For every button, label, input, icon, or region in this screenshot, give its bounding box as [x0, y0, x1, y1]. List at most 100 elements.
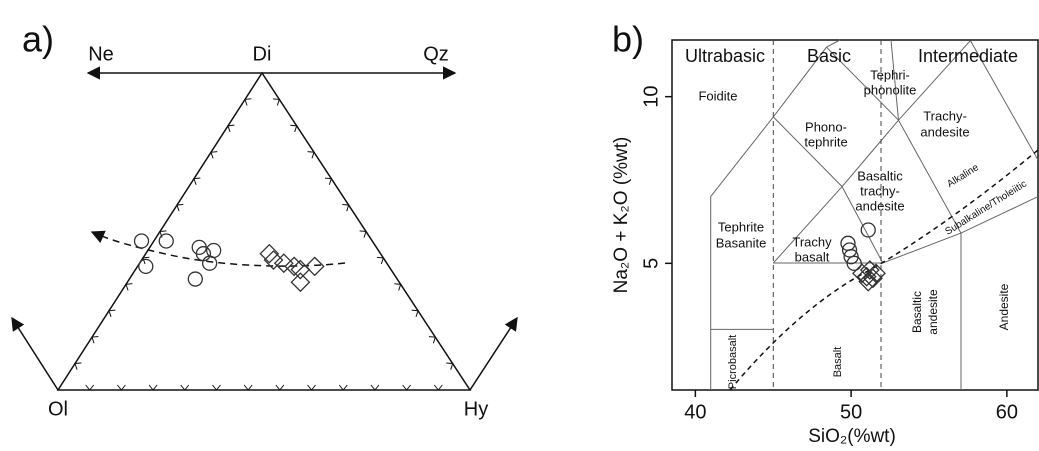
edge-arrowhead — [210, 151, 218, 159]
edge-arrowhead — [91, 336, 99, 344]
field-header: Ultrabasic — [685, 46, 765, 66]
edge-arrowheads — [74, 98, 454, 391]
edge-arrowhead — [275, 384, 285, 391]
circle-point — [187, 271, 203, 287]
panel-title: a) — [22, 19, 54, 60]
plot-frame — [671, 39, 1039, 391]
diamond-point — [259, 243, 280, 264]
field-header: Intermediate — [918, 46, 1018, 66]
field-label: Picrobasalt — [727, 335, 739, 389]
edge-arrowhead — [193, 177, 201, 185]
edge-arrowhead — [148, 384, 158, 391]
edge-arrowhead — [116, 384, 126, 391]
edge-arrowhead — [446, 362, 454, 370]
panel-b: b) Ultrabasic Basic Intermediate Foidite… — [611, 19, 1039, 447]
edge-arrowhead — [272, 98, 281, 106]
apex-label: Ne — [88, 43, 114, 65]
edge-arrowhead — [324, 177, 333, 185]
diamond-point — [858, 271, 879, 292]
field-label: Phono- — [805, 119, 847, 134]
field-label: phonolite — [864, 82, 917, 97]
ternary-triangle — [56, 71, 472, 391]
diamond-point — [856, 266, 877, 287]
edge-arrowhead — [338, 384, 348, 391]
diamond-point — [263, 250, 284, 270]
tas-axes: 40 50 60 5 10 — [640, 86, 1018, 424]
diamond-point — [304, 256, 325, 277]
circle-point — [843, 249, 859, 265]
field-label: Foidite — [698, 88, 737, 103]
y-tick-label: 5 — [640, 258, 662, 269]
edge-arrowhead — [411, 309, 419, 317]
panel-title: b) — [612, 19, 644, 60]
series-label: Subalkaline/Tholeiitic — [943, 179, 1029, 238]
series-label: Alkaline — [945, 162, 981, 190]
field-label: Trachy- — [923, 108, 967, 123]
edge-arrowhead — [85, 384, 95, 391]
edge-arrowhead — [359, 230, 367, 238]
x-axis-title: SiO₂(%wt) — [808, 426, 896, 447]
field-label: andesite — [855, 198, 904, 213]
diamond-point — [859, 260, 880, 280]
field-label: Trachy — [792, 234, 832, 249]
field-label: tephrite — [804, 134, 847, 149]
y-axis-title: Na₂O + K₂O (%wt) — [611, 137, 632, 294]
circle-point — [158, 233, 174, 249]
diamond-point — [862, 268, 883, 289]
y-tick-label: 10 — [640, 86, 662, 108]
edge-arrowhead — [74, 362, 82, 370]
x-tick-label: 50 — [840, 401, 862, 423]
edge-arrowhead — [180, 384, 190, 391]
apex-label: Di — [253, 43, 272, 65]
diamond-point — [852, 263, 872, 284]
field-label: Basanite — [716, 235, 767, 250]
edge-arrowhead — [370, 384, 380, 391]
field-label: basalt — [795, 249, 830, 264]
edge-arrowhead — [244, 98, 252, 106]
circle-point — [133, 233, 150, 249]
circle-point — [206, 242, 222, 259]
diamond-point — [290, 272, 311, 293]
panel-a: a) Ne Di Qz Ol Hy — [11, 19, 518, 420]
x-tick-label: 40 — [684, 401, 706, 423]
circle-point — [860, 222, 876, 238]
ternary-points — [133, 233, 325, 293]
hy-arrow — [469, 316, 518, 391]
trend-curve — [90, 230, 346, 267]
field-label: Basalt — [832, 347, 844, 378]
field-label: Andesite — [997, 283, 1011, 330]
edge-arrowhead — [108, 309, 116, 317]
circle-point — [138, 258, 154, 275]
edge-arrowhead — [433, 384, 443, 391]
tas-points — [840, 222, 886, 292]
edge-arrowhead — [290, 124, 298, 133]
tas-fields — [710, 39, 1039, 391]
circle-point — [201, 255, 218, 271]
field-label: Basaltic — [910, 291, 924, 333]
field-label: Tephri- — [870, 67, 910, 82]
edge-arrowhead — [307, 151, 315, 159]
field-label: andesite — [920, 124, 969, 139]
apex-label: Hy — [464, 398, 488, 420]
field-label: andesite — [926, 289, 940, 335]
ol-arrow — [11, 316, 59, 391]
edge-arrowhead — [227, 124, 235, 133]
apex-label: Qz — [423, 43, 449, 65]
edge-arrowhead — [342, 203, 350, 212]
field-label: trachy- — [860, 183, 900, 198]
field-label: Basaltic — [857, 168, 903, 183]
edge-arrowhead — [176, 203, 184, 212]
circle-point — [846, 255, 862, 271]
circle-point — [841, 242, 858, 258]
edge-arrowhead — [243, 384, 253, 391]
field-boundary — [890, 39, 899, 121]
edge-arrowhead — [212, 384, 221, 391]
edge-arrowhead — [402, 384, 412, 391]
apex-label: Ol — [48, 398, 68, 420]
edge-arrowhead — [428, 336, 437, 344]
field-label: Tephrite — [718, 219, 764, 234]
diamond-point — [273, 253, 294, 274]
field-header: Basic — [807, 46, 851, 66]
edge-arrowhead — [142, 256, 150, 265]
